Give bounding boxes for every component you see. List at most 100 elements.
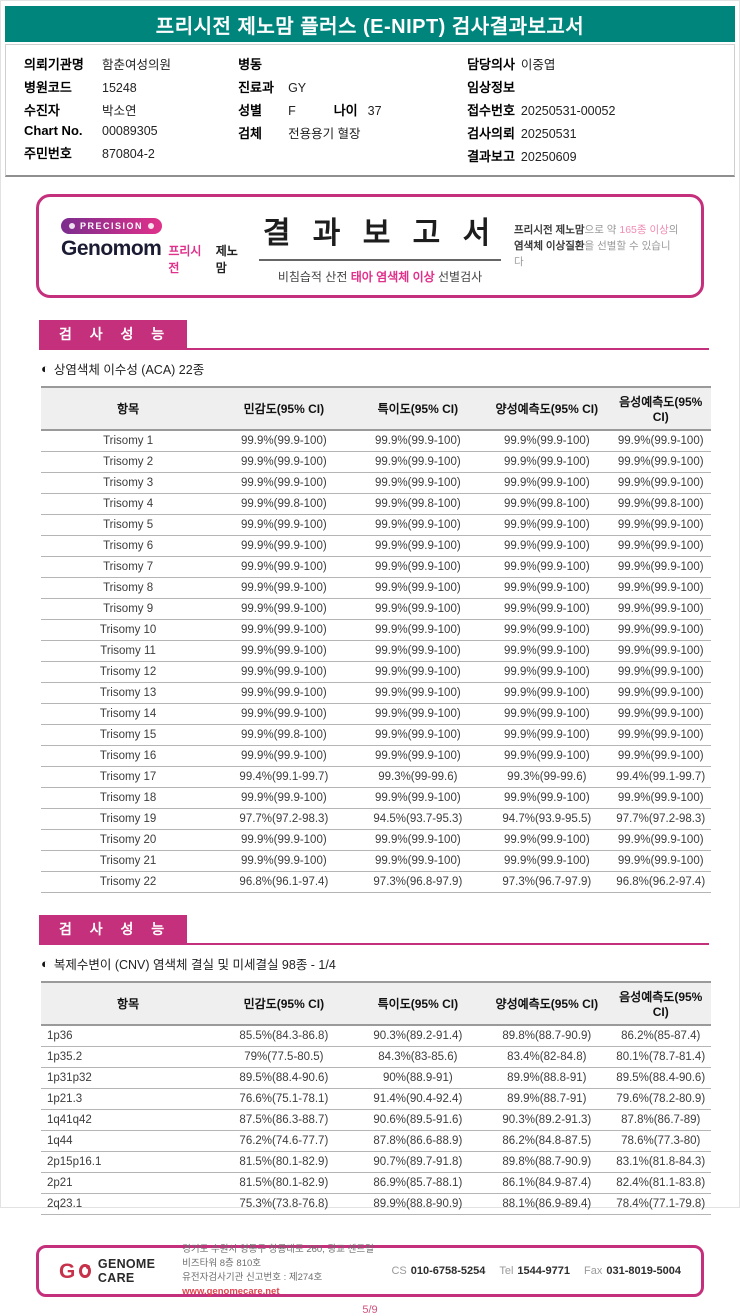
table-row: Trisomy 21 99.9%(99.9-100) 99.9%(99.9-100)…: [41, 850, 711, 872]
field-label: 주민번호: [24, 146, 72, 161]
table-row: Trisomy 9 99.9%(99.9-100) 99.9%(99.9-100) 9…: [41, 598, 711, 620]
metric-cell: 99.9%(99.9-100): [352, 640, 484, 662]
contact-cs: CS 010-6758-5254: [391, 1265, 485, 1277]
item-cell: Trisomy 14: [41, 703, 216, 725]
field-label: 검체: [238, 126, 262, 141]
col-header-ppv: 양성예측도(95% CI): [483, 386, 611, 431]
table-row: Trisomy 20 99.9%(99.9-100) 99.9%(99.9-100)…: [41, 829, 711, 851]
field-resident-id: 주민번호 870804-2: [24, 143, 238, 162]
metric-cell: 79%(77.5-80.5): [215, 1046, 353, 1068]
metric-cell: 99.9%(99.9-100): [483, 430, 611, 452]
metric-cell: 99.9%(99.9-100): [215, 556, 353, 578]
brand-name: Genomom: [61, 237, 162, 260]
metric-cell: 79.6%(78.2-80.9): [610, 1088, 711, 1110]
metric-cell: 99.9%(99.9-100): [352, 850, 484, 872]
metric-cell: 83.4%(82-84.8): [483, 1046, 611, 1068]
metric-cell: 99.9%(99.9-100): [610, 787, 711, 809]
metric-cell: 81.5%(80.1-82.9): [215, 1151, 353, 1173]
metric-cell: 87.8%(86.7-89): [610, 1109, 711, 1131]
metric-cell: 99.9%(99.9-100): [215, 451, 353, 473]
section1-subtitle: 상염색체 이수성 (ACA) 22종: [53, 363, 205, 377]
metric-cell: 99.9%(99.9-100): [215, 745, 353, 767]
metric-cell: 89.8%(88.7-90.9): [483, 1151, 611, 1173]
table-header-row: 항목 민감도(95% CI) 특이도(95% CI) 양성예측도(95% CI)…: [41, 386, 711, 431]
table-row: 2p15p16.1 81.5%(80.1-82.9) 90.7%(89.7-91.8…: [41, 1151, 711, 1173]
item-cell: Trisomy 13: [41, 682, 216, 704]
metric-cell: 99.9%(99.9-100): [352, 787, 484, 809]
metric-cell: 99.9%(99.9-100): [483, 829, 611, 851]
item-cell: 2q23.1: [41, 1193, 216, 1215]
metric-cell: 89.9%(88.7-91): [483, 1088, 611, 1110]
item-cell: Trisomy 11: [41, 640, 216, 662]
field-department: 진료과 GY: [238, 77, 467, 96]
field-sex-age: 성별 F 나이 37: [238, 100, 467, 119]
precision-dot-icon: [148, 223, 155, 229]
metric-cell: 99.9%(99.9-100): [352, 472, 484, 494]
field-label: 담당의사: [467, 57, 515, 72]
metric-cell: 89.5%(88.4-90.6): [215, 1067, 353, 1089]
item-cell: 1p35.2: [41, 1046, 216, 1068]
metric-cell: 99.3%(99-99.6): [352, 766, 484, 788]
field-label: 수진자: [24, 103, 60, 118]
metric-cell: 99.9%(99.9-100): [610, 598, 711, 620]
metric-cell: 99.9%(99.9-100): [352, 598, 484, 620]
section2-subtitle-line: ◐ 복제수변이 (CNV) 염색체 결실 및 미세결실 98종 - 1/4: [41, 954, 709, 973]
report-title-banner: 프리시전 제노맘 플러스 (E-NIPT) 검사결과보고서: [5, 6, 735, 42]
contact-label: CS: [391, 1265, 407, 1277]
patient-info-col2: 병동 진료과 GY 성별 F 나이 37 검체 전용용기 혈장: [238, 54, 467, 165]
field-patient-name: 수진자 박소연: [24, 100, 238, 119]
metric-cell: 99.9%(99.9-100): [610, 430, 711, 452]
table-row: Trisomy 6 99.9%(99.9-100) 99.9%(99.9-100) 9…: [41, 535, 711, 557]
brand-line: Genomom 프리시전 제노맘: [61, 237, 246, 276]
metric-cell: 99.9%(99.9-100): [610, 682, 711, 704]
col-header-sensitivity: 민감도(95% CI): [215, 981, 353, 1026]
genomom-logo: PRECISION Genomom 프리시전 제노맘: [61, 216, 246, 276]
section1-subtitle-line: ◐ 상염색체 이수성 (ACA) 22종: [41, 359, 709, 378]
metric-cell: 99.9%(99.9-100): [215, 682, 353, 704]
metric-cell: 99.9%(99.9-100): [352, 724, 484, 746]
table-row: Trisomy 8 99.9%(99.9-100) 99.9%(99.9-100) 9…: [41, 577, 711, 599]
metric-cell: 99.9%(99.9-100): [215, 787, 353, 809]
address-line2: 유전자검사기관 신고번호 : 제274호: [182, 1272, 323, 1283]
company-address: 경기도 수원시 영통구 창룡대로 260, 광교 센트럴비즈타워 8층 810호…: [182, 1243, 375, 1300]
metric-cell: 99.9%(99.9-100): [483, 514, 611, 536]
report-banner-center: 결 과 보 고 서 비침습적 산전 태아 염색체 이상 선별검사: [246, 208, 514, 285]
field-value-age: 37: [367, 104, 382, 118]
col-header-npv: 음성예측도(95% CI): [610, 386, 711, 431]
col-header-sensitivity: 민감도(95% CI): [215, 386, 353, 431]
field-report-date: 결과보고 20250609: [467, 146, 716, 165]
metric-cell: 81.5%(80.1-82.9): [215, 1172, 353, 1194]
table-row: Trisomy 22 96.8%(96.1-97.4) 97.3%(96.8-97.…: [41, 871, 711, 893]
item-cell: Trisomy 17: [41, 766, 216, 788]
metric-cell: 99.9%(99.9-100): [483, 850, 611, 872]
item-cell: 1p36: [41, 1025, 216, 1047]
metric-cell: 99.9%(99.9-100): [610, 472, 711, 494]
metric-cell: 99.9%(99.9-100): [352, 451, 484, 473]
table-row: Trisomy 12 99.9%(99.9-100) 99.9%(99.9-100)…: [41, 661, 711, 683]
section2-subtitle: 복제수변이 (CNV) 염색체 결실 및 미세결실 98종 - 1/4: [53, 958, 336, 972]
table-row: 1q44 76.2%(74.6-77.7) 87.8%(86.6-88.9) 86.2…: [41, 1130, 711, 1152]
table-row: Trisomy 7 99.9%(99.9-100) 99.9%(99.9-100) 9…: [41, 556, 711, 578]
metric-cell: 86.1%(84.9-87.4): [483, 1172, 611, 1194]
metric-cell: 89.9%(88.8-90.9): [352, 1193, 484, 1215]
col-header-item: 항목: [41, 386, 216, 431]
metric-cell: 89.9%(88.8-91): [483, 1067, 611, 1089]
item-cell: 2p21: [41, 1172, 216, 1194]
result-report-title: 결 과 보 고 서: [258, 208, 502, 261]
subtitle-pre: 비침습적 산전: [277, 269, 351, 284]
table-row: Trisomy 17 99.4%(99.1-99.7) 99.3%(99-99.6)…: [41, 766, 711, 788]
field-label: 검사의뢰: [467, 126, 515, 141]
table-row: 1p21.3 76.6%(75.1-78.1) 91.4%(90.4-92.4) 89…: [41, 1088, 711, 1110]
genome-care-ring-icon: [79, 1264, 91, 1278]
half-circle-bullet-icon: ◐: [41, 956, 49, 971]
company-website-link[interactable]: www.genomecare.net: [182, 1286, 280, 1298]
contact-value: 010-6758-5254: [410, 1265, 486, 1277]
metric-cell: 99.9%(99.9-100): [610, 556, 711, 578]
aca-table-body: Trisomy 1 99.9%(99.9-100) 99.9%(99.9-100) 9…: [41, 430, 711, 893]
genome-care-name: GENOME CARE: [97, 1257, 156, 1285]
metric-cell: 90.3%(89.2-91.4): [352, 1025, 484, 1047]
field-label-age: 나이: [333, 103, 358, 118]
metric-cell: 99.9%(99.9-100): [215, 829, 353, 851]
metric-cell: 99.9%(99.9-100): [483, 535, 611, 557]
cnv-performance-table: 항목 민감도(95% CI) 특이도(95% CI) 양성예측도(95% CI)…: [41, 981, 711, 1215]
